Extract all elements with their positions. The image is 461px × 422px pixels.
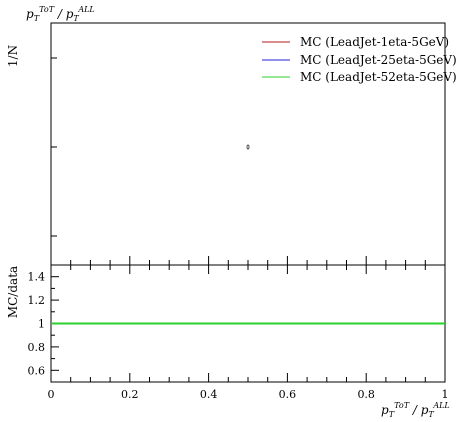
title-sub1: T bbox=[34, 14, 40, 23]
legend-label-1: MC (LeadJet-1eta-5GeV) bbox=[300, 35, 449, 49]
main-x-ticks bbox=[50, 256, 446, 265]
legend-label-3: MC (LeadJet-52eta-5GeV) bbox=[300, 70, 457, 84]
title-sup1: ToT bbox=[39, 5, 55, 14]
x-axis-title: pTToT / pTALL bbox=[381, 401, 450, 419]
main-y-ticks bbox=[51, 57, 57, 237]
data-marker bbox=[246, 144, 250, 150]
x-tick-label-4: 0.8 bbox=[357, 388, 375, 401]
xtitle-sub1: T bbox=[389, 410, 395, 419]
title-sub2: T bbox=[73, 14, 79, 23]
xtitle-sep: / bbox=[409, 403, 421, 417]
y-tick-label-1: 0.8 bbox=[28, 341, 46, 354]
legend-label-2: MC (LeadJet-25eta-5GeV) bbox=[300, 53, 457, 67]
xtitle-p1: p bbox=[381, 403, 389, 417]
chart-title: pTToT / pTALL bbox=[26, 5, 95, 23]
y-tick-label-3: 1.2 bbox=[28, 294, 46, 307]
title-sup2: ALL bbox=[77, 5, 94, 14]
title-p2: p bbox=[66, 7, 74, 21]
x-tick-label-3: 0.6 bbox=[279, 388, 297, 401]
y-tick-label-0: 0.6 bbox=[28, 364, 46, 377]
x-tick-label-2: 0.4 bbox=[200, 388, 218, 401]
xtitle-sup2: ALL bbox=[432, 401, 449, 410]
x-tick-label-5: 1 bbox=[442, 388, 449, 401]
xtitle-sub2: T bbox=[428, 410, 434, 419]
xtitle-p2: p bbox=[421, 403, 429, 417]
xtitle-sup1: ToT bbox=[394, 401, 410, 410]
y-tick-label-2: 1 bbox=[38, 318, 45, 331]
ratio-x-ticks: 0 0.2 0.4 0.6 0.8 1 bbox=[48, 265, 449, 401]
x-tick-label-0: 0 bbox=[48, 388, 55, 401]
ratio-y-label: MC/data bbox=[6, 266, 20, 318]
title-p1: p bbox=[26, 7, 34, 21]
main-y-label: 1/N bbox=[6, 45, 20, 67]
title-sep: / bbox=[54, 7, 66, 21]
ratio-y-ticks: 0.6 0.8 1 1.2 1.4 bbox=[28, 264, 59, 383]
legend: MC (LeadJet-1eta-5GeV) MC (LeadJet-25eta… bbox=[262, 35, 457, 84]
y-tick-label-4: 1.4 bbox=[28, 271, 46, 284]
x-tick-label-1: 0.2 bbox=[121, 388, 139, 401]
